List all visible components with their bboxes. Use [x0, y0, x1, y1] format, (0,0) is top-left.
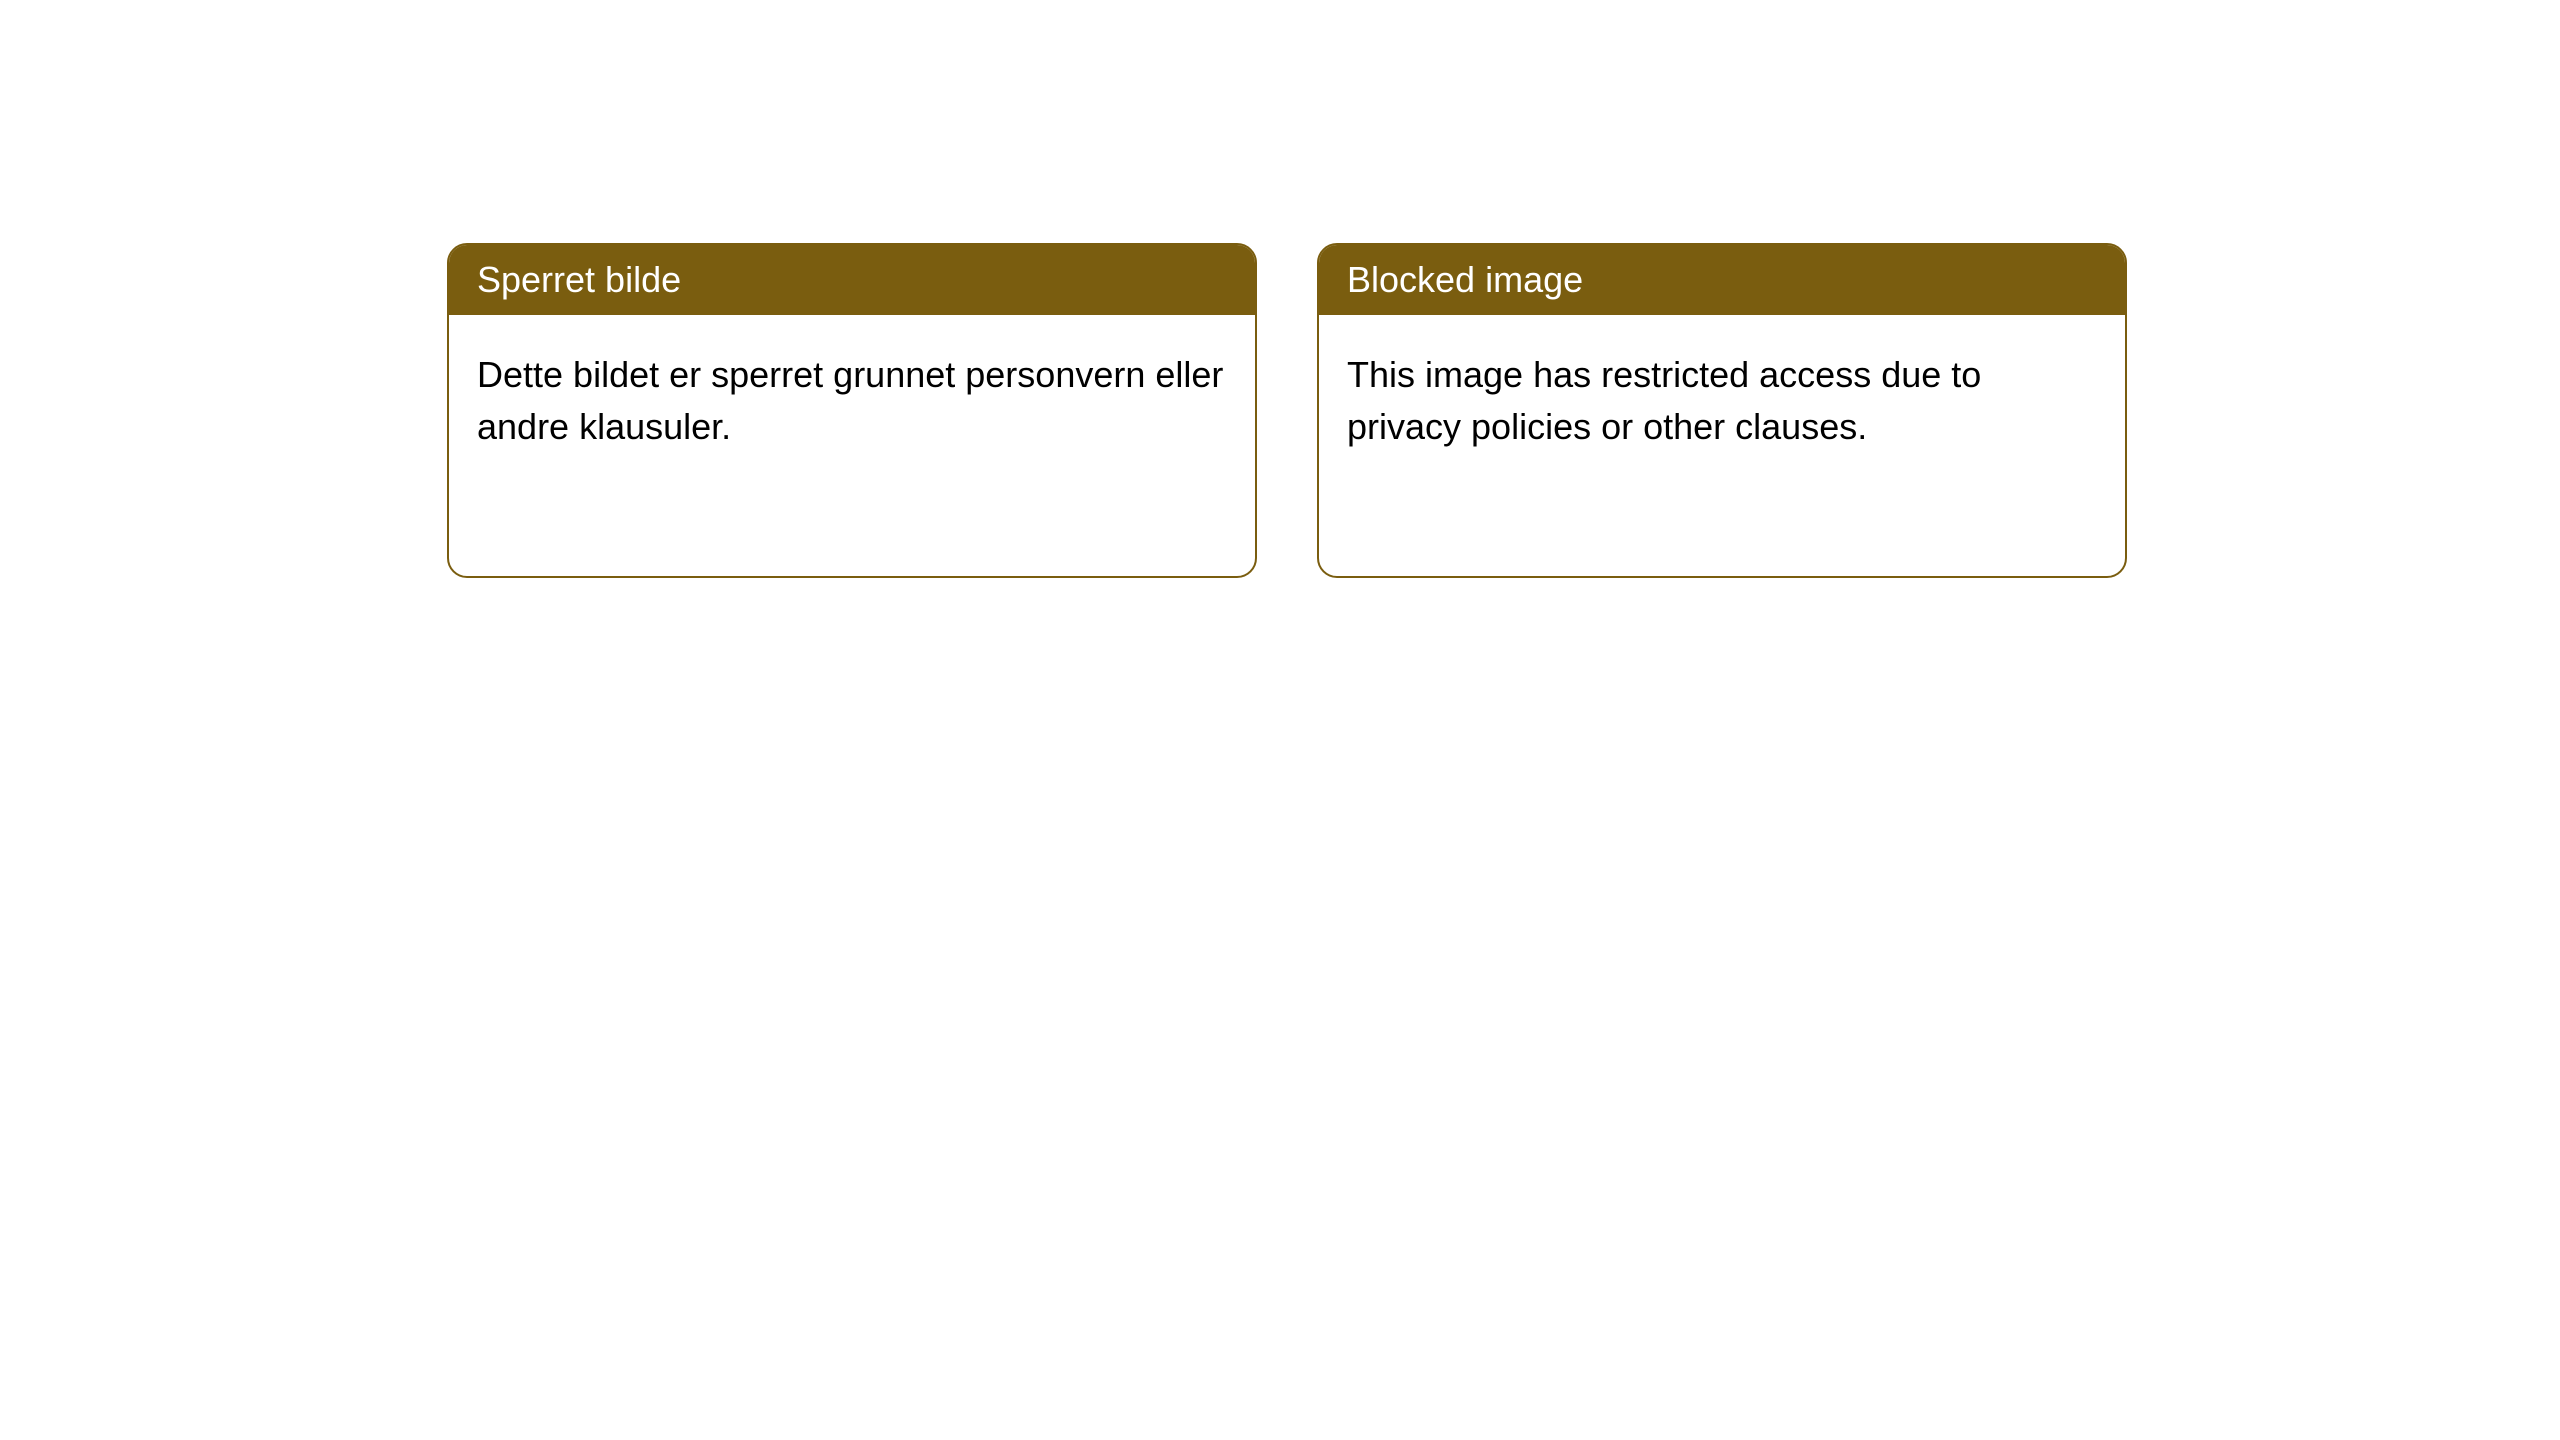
- notice-cards-container: Sperret bilde Dette bildet er sperret gr…: [447, 243, 2127, 578]
- notice-card-norwegian: Sperret bilde Dette bildet er sperret gr…: [447, 243, 1257, 578]
- card-body: This image has restricted access due to …: [1319, 315, 2125, 487]
- card-header-text: Sperret bilde: [477, 259, 681, 300]
- card-body-text: This image has restricted access due to …: [1347, 354, 1981, 447]
- card-header: Sperret bilde: [449, 245, 1255, 315]
- card-header-text: Blocked image: [1347, 259, 1583, 300]
- card-header: Blocked image: [1319, 245, 2125, 315]
- card-body-text: Dette bildet er sperret grunnet personve…: [477, 354, 1223, 447]
- notice-card-english: Blocked image This image has restricted …: [1317, 243, 2127, 578]
- card-body: Dette bildet er sperret grunnet personve…: [449, 315, 1255, 487]
